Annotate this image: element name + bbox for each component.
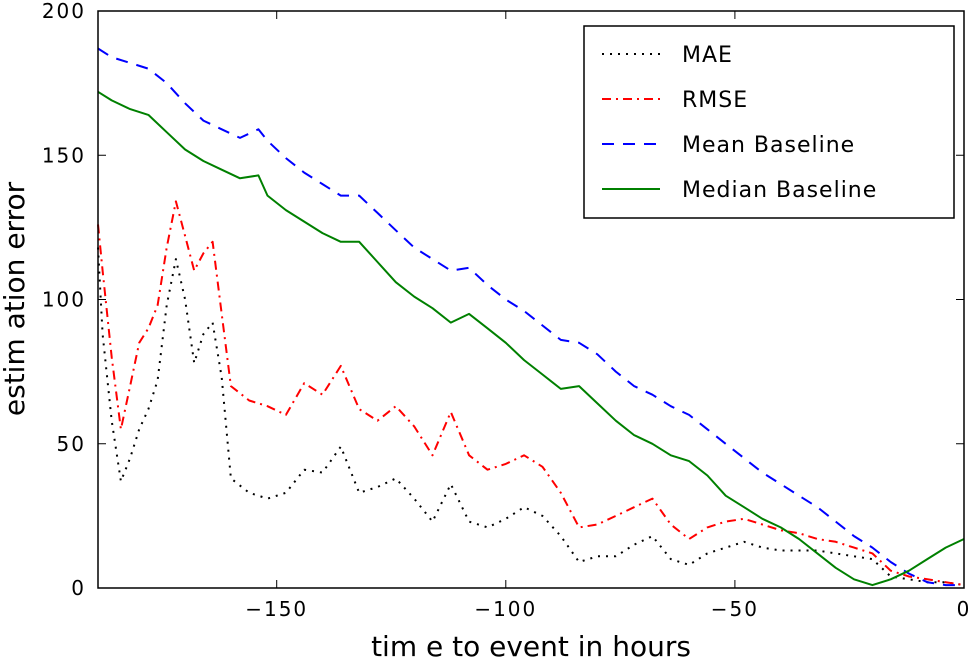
series-line-4 (97, 90, 965, 587)
y-tick-label: 0 (71, 576, 86, 600)
x-tick-label: 0 (957, 597, 972, 621)
tick-layer: −150 −100 −50 0 0 50 100 150 200 (42, 0, 972, 621)
x-tick-label: −50 (711, 597, 759, 621)
series-line-1 (97, 247, 965, 587)
legend-label-3: Mean Baseline (682, 133, 855, 158)
series-line-2 (97, 200, 965, 587)
legend-box (583, 25, 955, 219)
y-axis-title: estim ation error (0, 181, 31, 416)
legend-label-2: RMSE (682, 88, 748, 113)
x-tick-label: −100 (474, 597, 537, 621)
y-tick-label: 150 (42, 143, 86, 167)
y-tick-label: 50 (57, 432, 86, 456)
series-layer (97, 47, 965, 587)
legend-label-1: MAE (682, 43, 733, 68)
y-tick-label: 100 (42, 288, 86, 312)
series-line-3 (97, 47, 964, 587)
x-axis-title: tim e to event in hours (371, 630, 691, 663)
y-tick-label: 200 (42, 0, 86, 23)
legend: MAE RMSE Mean Baseline Median Baseline (583, 25, 955, 219)
x-tick-label: −150 (245, 597, 308, 621)
legend-label-4: Median Baseline (682, 178, 877, 203)
